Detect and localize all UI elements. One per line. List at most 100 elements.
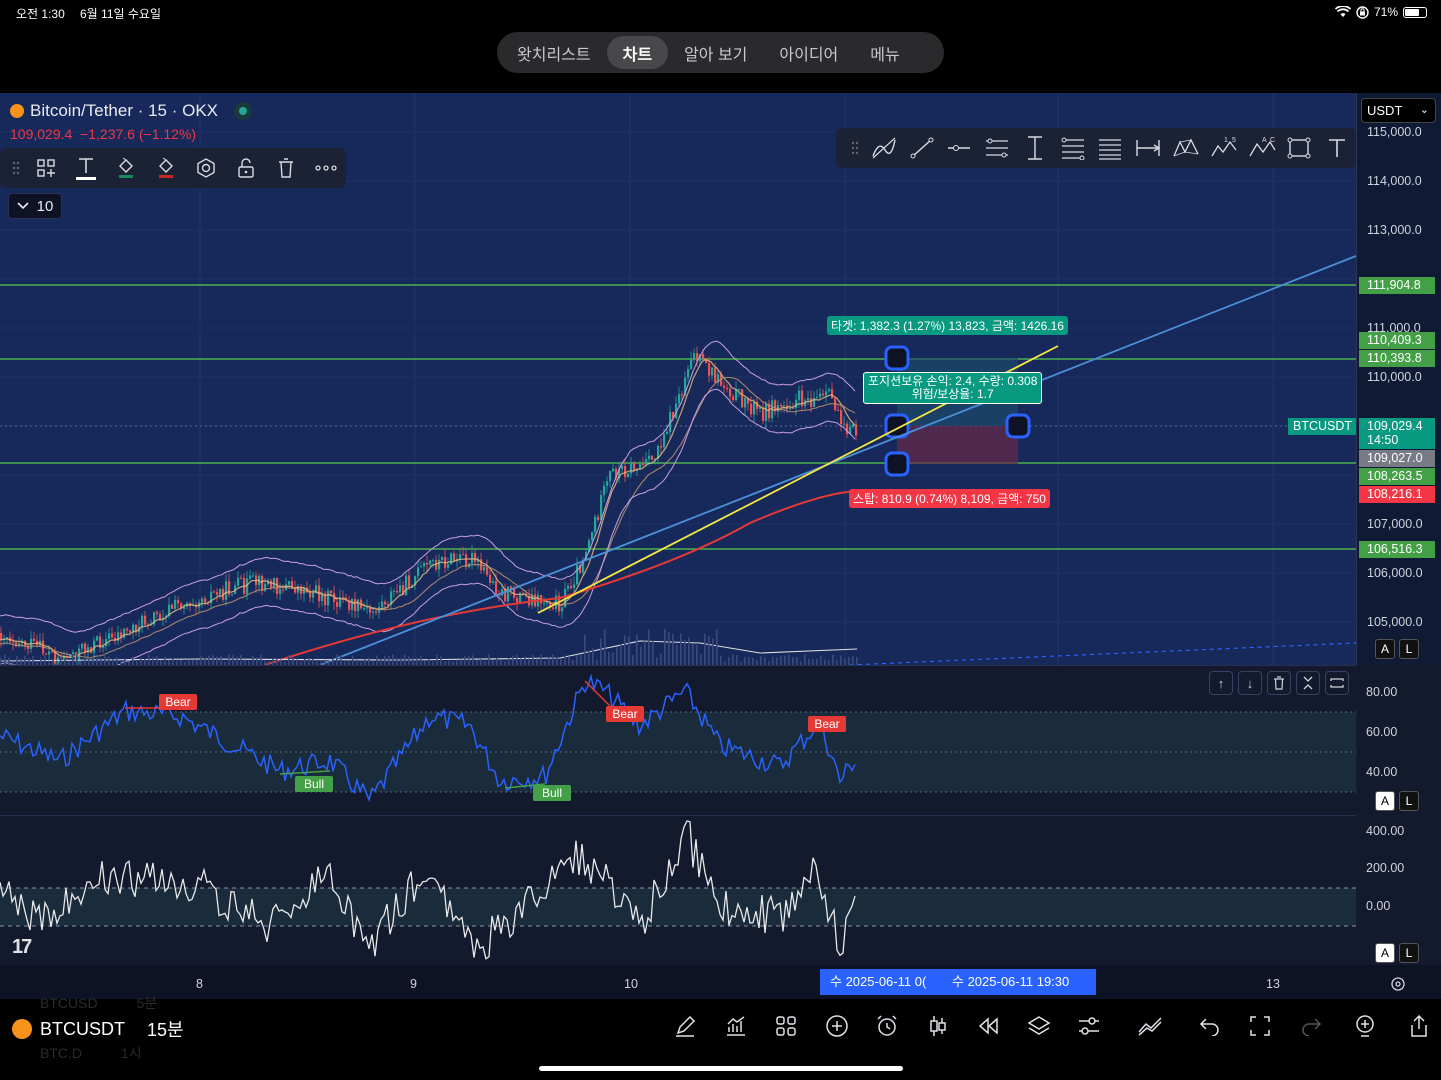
main-price-pane[interactable] xyxy=(0,93,1356,665)
trend-line-icon[interactable] xyxy=(903,128,941,168)
position-info-label[interactable]: 포지션보유 손익: 2.4, 수량: 0.308 위험/보상율: 1.7 xyxy=(863,372,1043,404)
templates-icon[interactable] xyxy=(26,148,66,188)
pitchfork-icon[interactable] xyxy=(1092,128,1130,168)
undo-icon[interactable] xyxy=(1185,1011,1236,1041)
rsi-chart-canvas[interactable]: Bear Bull Bull Bear Bear xyxy=(0,666,1356,816)
volume-bar xyxy=(496,658,498,665)
volume-bar xyxy=(332,658,334,665)
bottom-interval-text[interactable]: 15분 xyxy=(147,1020,184,1040)
xabcd-pattern-icon[interactable] xyxy=(1167,128,1205,168)
tab-menu[interactable]: 메뉴 xyxy=(870,46,900,64)
tab-ideas[interactable]: 아이디어 xyxy=(779,46,839,64)
delete-pane-icon[interactable] xyxy=(1267,671,1291,695)
indicators-icon[interactable] xyxy=(711,1011,762,1041)
log-scale-button[interactable]: L xyxy=(1399,639,1419,659)
candle-body xyxy=(351,599,354,610)
cci-chart-canvas[interactable] xyxy=(0,816,1356,966)
unlock-icon[interactable] xyxy=(226,148,266,188)
add-alert-icon[interactable] xyxy=(1336,1011,1394,1041)
drag-handle-icon[interactable] xyxy=(846,128,865,168)
rsi-axis-label: 60.00 xyxy=(1366,725,1398,739)
chart-settings-icon[interactable] xyxy=(1064,1011,1115,1041)
symbol-title[interactable]: Bitcoin/Tether · 15 · OKX xyxy=(10,101,253,121)
text-tool-icon[interactable] xyxy=(1318,128,1356,168)
layouts-icon[interactable] xyxy=(761,1011,812,1041)
share-icon[interactable] xyxy=(1394,1011,1441,1041)
trash-icon[interactable] xyxy=(266,148,306,188)
bottom-symbol[interactable]: BTCUSDT 15분 xyxy=(12,1016,184,1042)
fullscreen-icon[interactable] xyxy=(1235,1011,1286,1041)
candle-body xyxy=(384,601,387,605)
border-color-icon[interactable] xyxy=(146,148,186,188)
volume-bar xyxy=(760,656,762,665)
candle-body xyxy=(756,401,759,409)
candle-body xyxy=(486,567,489,575)
collapse-pane-icon[interactable] xyxy=(1296,671,1320,695)
date-price-range-icon[interactable] xyxy=(1129,128,1167,168)
auto-scale-button[interactable]: A xyxy=(1375,943,1395,963)
log-scale-button[interactable]: L xyxy=(1399,791,1419,811)
add-icon[interactable] xyxy=(812,1011,863,1041)
text-color-icon[interactable] xyxy=(66,148,106,188)
drag-handle-icon[interactable] xyxy=(6,148,26,188)
auto-scale-button[interactable]: A xyxy=(1375,791,1395,811)
auto-scale-button[interactable]: A xyxy=(1375,639,1395,659)
alarm-icon[interactable] xyxy=(862,1011,913,1041)
maximize-pane-icon[interactable] xyxy=(1325,671,1349,695)
candle-body xyxy=(738,389,741,391)
volume-bar xyxy=(104,654,106,665)
log-scale-button[interactable]: L xyxy=(1399,943,1419,963)
candle-body xyxy=(675,403,678,419)
fib-retracement-icon[interactable] xyxy=(1054,128,1092,168)
candles-icon[interactable] xyxy=(913,1011,964,1041)
time-axis-settings-icon[interactable] xyxy=(1390,976,1406,992)
cci-axis[interactable] xyxy=(1356,815,1441,965)
candle-body xyxy=(609,471,612,482)
volume-bar xyxy=(368,657,370,665)
pen-icon[interactable] xyxy=(660,1011,711,1041)
tab-chart[interactable]: 차트 xyxy=(606,36,669,69)
visible-count-chip[interactable]: 10 xyxy=(8,193,62,219)
volume-bar xyxy=(156,655,158,665)
rsi-axis[interactable] xyxy=(1356,665,1441,815)
candle-body xyxy=(375,611,378,613)
replay-icon[interactable] xyxy=(963,1011,1014,1041)
fill-color-icon[interactable] xyxy=(106,148,146,188)
settings-icon[interactable] xyxy=(186,148,226,188)
chart-area[interactable]: Bear Bull Bull Bear Bear xyxy=(0,93,1441,999)
compare-icon[interactable] xyxy=(1115,1011,1185,1041)
layers-icon[interactable] xyxy=(1014,1011,1065,1041)
volume-bar xyxy=(416,657,418,665)
volume-bar xyxy=(252,655,254,665)
time-axis[interactable] xyxy=(0,965,1441,999)
redo-icon[interactable] xyxy=(1286,1011,1337,1041)
cci-pane[interactable] xyxy=(0,815,1356,965)
candle-body xyxy=(735,389,738,401)
parallel-channel-icon[interactable] xyxy=(978,128,1016,168)
currency-select[interactable]: USDT ⌄ xyxy=(1361,98,1436,123)
horizontal-ray-icon[interactable] xyxy=(940,128,978,168)
svg-text:5: 5 xyxy=(1232,137,1236,144)
move-pane-down-icon[interactable]: ↓ xyxy=(1238,671,1262,695)
rsi-pane[interactable]: Bear Bull Bull Bear Bear xyxy=(0,665,1356,815)
candle-body xyxy=(807,398,810,401)
candle-body xyxy=(327,590,330,606)
more-icon[interactable] xyxy=(306,148,346,188)
candle-body xyxy=(366,607,369,609)
rectangle-icon[interactable] xyxy=(1280,128,1318,168)
position-stop-label[interactable]: 스탑: 810.9 (0.74%) 8,109, 금액: 750 xyxy=(849,489,1050,508)
move-pane-up-icon[interactable]: ↑ xyxy=(1209,671,1233,695)
volume-bar xyxy=(144,659,146,665)
tab-watchlist[interactable]: 왓치리스트 xyxy=(517,46,591,64)
curve-line-icon[interactable] xyxy=(865,128,903,168)
candle-body xyxy=(606,481,609,486)
tab-explore[interactable]: 알아 보기 xyxy=(684,46,748,64)
bitcoin-icon xyxy=(10,104,24,118)
candle-body xyxy=(840,410,843,425)
position-target-label[interactable]: 타겟: 1,382.3 (1.27%) 13,823, 금액: 1426.16 xyxy=(827,316,1068,335)
vertical-line-icon[interactable] xyxy=(1016,128,1054,168)
volume-bar xyxy=(64,658,66,665)
price-axis[interactable] xyxy=(1356,93,1441,665)
